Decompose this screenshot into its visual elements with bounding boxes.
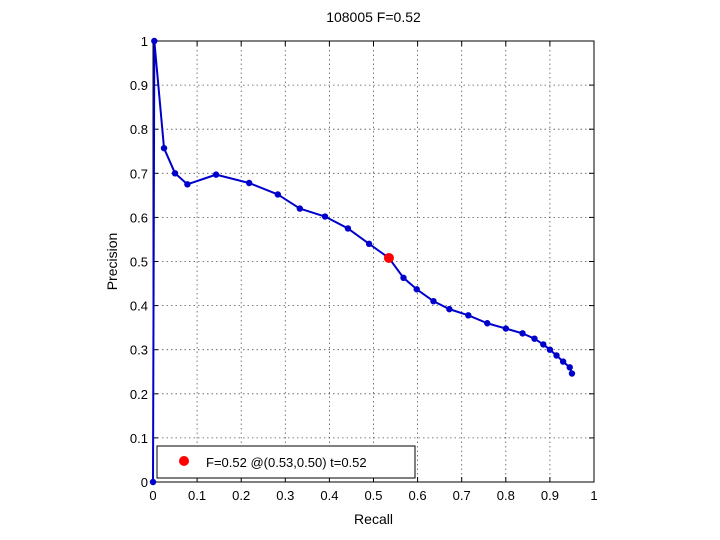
y-tick-label: 0.7 <box>130 166 148 181</box>
pr-curve-point <box>184 181 191 188</box>
pr-curve-point <box>151 37 158 45</box>
legend-label: F=0.52 @(0.53,0.50) t=0.52 <box>206 455 367 470</box>
pr-curve-point <box>553 352 560 359</box>
best-f-point-layer <box>383 252 394 263</box>
y-tick-label: 0.1 <box>130 431 148 446</box>
pr-curve-point <box>321 213 329 220</box>
pr-curve-point <box>400 274 407 282</box>
series <box>149 37 576 486</box>
pr-curve-point <box>212 171 220 178</box>
pr-curve-point <box>245 179 253 187</box>
y-tick-label: 0.5 <box>130 255 148 270</box>
pr-curve-point <box>502 325 509 332</box>
y-axis-label: Precision <box>104 233 120 291</box>
x-axis-label: Recall <box>354 511 393 527</box>
pr-curve-point <box>160 144 168 152</box>
pr-curve-point <box>531 335 538 342</box>
legend-marker <box>179 456 189 466</box>
pr-curve-point <box>296 205 304 212</box>
pr-curve-point <box>484 320 491 327</box>
axis-ticks: 0 0.1 0.2 0.3 0.4 0.5 0.6 0.7 0.8 0.9 1 0 0.1 0.2 0.3 0… <box>130 34 598 503</box>
x-tick-label: 0.6 <box>409 488 427 503</box>
pr-curve-point <box>446 305 453 313</box>
x-tick-label: 0.4 <box>320 488 338 503</box>
grid <box>153 41 594 482</box>
pr-curve-point <box>540 341 547 348</box>
x-tick-label: 0.8 <box>497 488 515 503</box>
chart-title: 108005 F=0.52 <box>326 9 421 25</box>
y-tick-label: 0.6 <box>130 210 148 225</box>
pr-curve-point <box>171 170 179 177</box>
pr-curve-point <box>566 364 573 371</box>
pr-curve-line <box>152 40 573 483</box>
x-tick-label: 0.1 <box>188 488 206 503</box>
x-tick-label: 1 <box>590 488 597 503</box>
pr-curve-point <box>559 358 567 365</box>
legend-box <box>156 445 416 479</box>
pr-curve-point <box>430 297 437 305</box>
x-tick-label: 0.9 <box>541 488 559 503</box>
pr-curve-point <box>546 346 554 353</box>
y-tick-label: 0.9 <box>130 78 148 93</box>
y-tick-label: 1 <box>141 34 148 49</box>
x-tick-label: 0.3 <box>276 488 294 503</box>
best-f-point <box>383 252 394 263</box>
x-tick-label: 0.7 <box>453 488 471 503</box>
pr-curve-point <box>568 370 576 377</box>
pr-curve-point <box>149 478 157 486</box>
x-tick-label: 0.2 <box>232 488 250 503</box>
y-tick-label: 0 <box>141 475 148 490</box>
y-tick-label: 0.2 <box>130 387 148 402</box>
pr-curve-point <box>365 240 373 248</box>
pr-curve-point <box>274 191 282 198</box>
pr-curve-point <box>413 286 420 293</box>
y-tick-label: 0.8 <box>130 122 148 137</box>
legend: F=0.52 @(0.53,0.50) t=0.52 <box>156 445 416 479</box>
y-tick-label: 0.3 <box>130 343 148 358</box>
pr-curve-point <box>344 225 352 232</box>
x-tick-label: 0 <box>149 488 156 503</box>
pr-curve-point <box>519 330 526 337</box>
y-tick-label: 0.4 <box>130 299 148 314</box>
pr-curve-point <box>465 312 472 319</box>
x-tick-label: 0.5 <box>364 488 382 503</box>
